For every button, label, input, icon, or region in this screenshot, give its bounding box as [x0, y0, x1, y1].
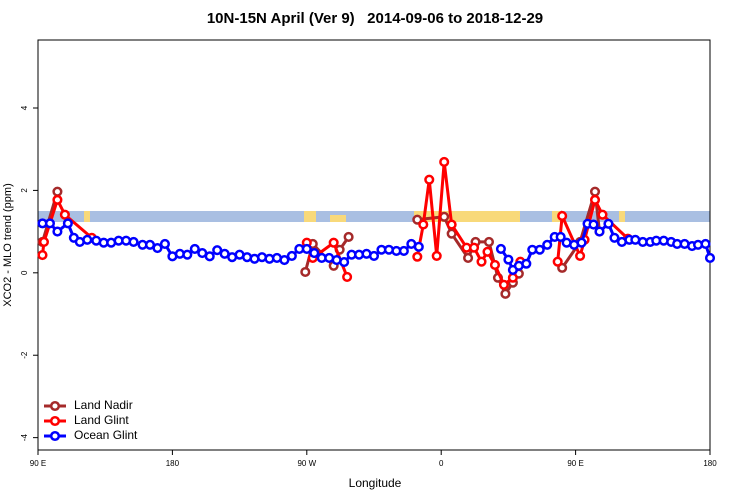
data-point	[398, 245, 409, 257]
band-land	[304, 211, 316, 222]
data-point	[368, 250, 380, 261]
band-ocean	[38, 211, 710, 222]
data-point	[576, 237, 587, 248]
band-land	[84, 211, 90, 222]
data-point	[59, 209, 70, 220]
data-point	[503, 254, 514, 265]
data-point	[339, 257, 350, 268]
data-point	[704, 252, 716, 264]
data-point	[159, 238, 170, 250]
data-point	[286, 250, 297, 261]
data-point	[463, 252, 474, 264]
band-land	[414, 211, 520, 222]
data-point	[446, 228, 457, 239]
data-point	[301, 243, 312, 254]
data-point	[521, 258, 532, 269]
data-point	[52, 226, 63, 237]
data-point	[82, 234, 93, 245]
x-tick-label: 180	[703, 459, 717, 468]
legend-marker	[49, 400, 61, 412]
data-point	[128, 236, 139, 247]
data-point	[507, 272, 518, 283]
data-point	[609, 232, 620, 243]
data-point	[534, 244, 545, 255]
data-point	[476, 256, 487, 267]
data-point	[52, 186, 63, 197]
y-tick-label: 2	[20, 188, 29, 193]
data-point	[418, 219, 429, 230]
data-point	[62, 218, 73, 229]
legend-label: Land Nadir	[74, 398, 133, 412]
data-point	[38, 236, 50, 247]
data-point	[52, 194, 63, 205]
y-axis-label: XCO2 - MLO trend (ppm)	[2, 183, 14, 306]
data-point	[328, 237, 339, 248]
data-point	[412, 251, 423, 262]
data-point	[500, 288, 511, 299]
x-tick-label: 90 E	[30, 459, 46, 468]
data-point	[204, 251, 215, 262]
data-point	[597, 209, 608, 220]
x-tick-label: 90 E	[567, 459, 583, 468]
data-point	[412, 214, 423, 225]
y-tick-label: -4	[20, 434, 29, 442]
data-point	[439, 156, 450, 168]
data-point	[152, 243, 163, 254]
data-point	[431, 250, 442, 261]
data-point	[37, 250, 48, 261]
legend-marker	[49, 430, 61, 442]
data-point	[182, 249, 193, 260]
data-point	[589, 194, 601, 205]
data-point	[557, 210, 568, 221]
data-point	[189, 243, 200, 254]
data-point	[309, 247, 320, 259]
band-land	[619, 211, 625, 222]
data-point	[542, 239, 553, 250]
data-point	[279, 254, 290, 266]
data-point	[555, 231, 566, 243]
data-point	[552, 256, 563, 267]
data-point	[413, 241, 424, 252]
legend-label: Ocean Glint	[74, 428, 138, 442]
band-land	[330, 215, 346, 222]
data-point	[343, 231, 354, 243]
data-point	[575, 250, 586, 261]
data-point	[44, 218, 55, 229]
y-tick-label: 0	[20, 270, 29, 275]
data-point	[594, 226, 605, 237]
data-point	[495, 243, 506, 254]
y-tick-label: -2	[20, 351, 29, 359]
data-point	[489, 259, 501, 271]
x-axis-label: Longitude	[349, 476, 402, 490]
data-point	[482, 246, 493, 257]
chart-title: 10N-15N April (Ver 9) 2014-09-06 to 2018…	[207, 10, 543, 27]
data-point	[424, 174, 435, 185]
x-tick-label: 90 W	[297, 459, 316, 468]
data-point	[300, 266, 311, 278]
data-point	[446, 219, 457, 230]
data-point	[342, 271, 353, 282]
data-point	[588, 219, 599, 230]
data-point	[700, 238, 711, 250]
band-land	[552, 211, 560, 222]
data-point	[498, 279, 509, 290]
land-mask-band	[38, 211, 710, 222]
data-point	[603, 218, 614, 229]
legend-label: Land Glint	[74, 413, 129, 427]
x-tick-label: 180	[166, 459, 180, 468]
data-point	[483, 236, 495, 247]
x-tick-label: 0	[439, 459, 444, 468]
y-tick-label: 4	[20, 105, 29, 110]
data-point	[469, 242, 480, 253]
data-point	[212, 245, 223, 256]
legend-marker	[49, 415, 61, 427]
data-point	[589, 186, 601, 197]
